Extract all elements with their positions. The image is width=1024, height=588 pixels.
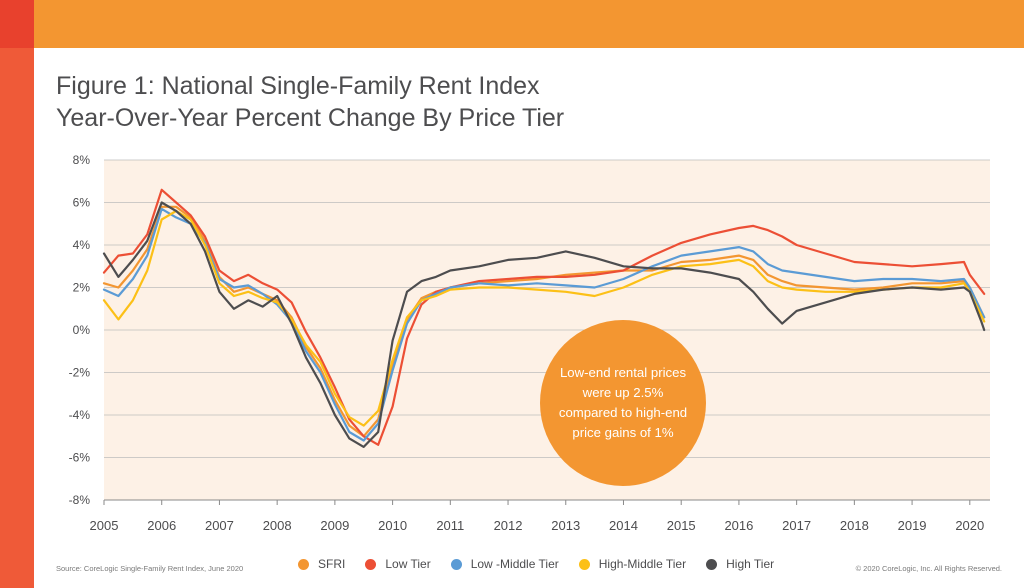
legend-item-low-middle-tier: Low -Middle Tier [450, 557, 559, 571]
x-tick-label: 2014 [609, 518, 638, 533]
x-tick-label: 2011 [436, 518, 464, 533]
x-tick-label: 2017 [782, 518, 811, 533]
y-tick-label: 6% [73, 196, 91, 210]
y-tick-label: -2% [69, 366, 91, 380]
legend-swatch [578, 558, 590, 570]
header-bar [0, 0, 1024, 48]
x-tick-label: 2007 [205, 518, 234, 533]
x-tick-label: 2009 [320, 518, 349, 533]
x-tick-label: 2016 [724, 518, 753, 533]
x-tick-label: 2005 [90, 518, 119, 533]
y-tick-label: 2% [73, 281, 91, 295]
x-tick-label: 2008 [263, 518, 292, 533]
annotation-callout: Low-end rental prices were up 2.5% compa… [540, 320, 706, 486]
source-note: Source: CoreLogic Single-Family Rent Ind… [56, 564, 244, 573]
y-tick-label: 8% [73, 153, 91, 167]
x-tick-label: 2020 [955, 518, 984, 533]
series-line-high-tier [102, 201, 986, 448]
x-tick-label: 2019 [898, 518, 927, 533]
legend-item-high-middle-tier: High-Middle Tier [578, 557, 687, 571]
legend-label: High Tier [726, 557, 775, 571]
legend-label: Low Tier [385, 557, 431, 571]
legend-swatch [450, 558, 462, 570]
annotation-text: Low-end rental prices were up 2.5% compa… [558, 365, 688, 440]
y-tick-label: -4% [69, 408, 91, 422]
legend-item-high-tier: High Tier [706, 557, 774, 571]
chart-title: Figure 1: National Single-Family Rent In… [56, 70, 564, 134]
x-tick-label: 2012 [494, 518, 523, 533]
copyright-note: © 2020 CoreLogic, Inc. All Rights Reserv… [855, 564, 1002, 573]
x-tick-label: 2006 [147, 518, 176, 533]
x-tick-label: 2018 [840, 518, 869, 533]
series-line-high-middle-tier [102, 209, 986, 427]
legend-item-sfri: SFRI [298, 557, 345, 571]
y-tick-label: -8% [69, 493, 91, 507]
x-tick-label: 2013 [551, 518, 580, 533]
legend-label: SFRI [318, 557, 346, 571]
legend-item-low-tier: Low Tier [365, 557, 431, 571]
chart-legend: SFRI Low Tier Low -Middle Tier High-Middle … [298, 554, 774, 574]
y-tick-label: 4% [73, 238, 91, 252]
y-tick-label: 0% [73, 323, 91, 337]
x-tick-label: 2010 [378, 518, 407, 533]
legend-swatch [365, 558, 377, 570]
legend-swatch [706, 558, 718, 570]
corner-accent [0, 0, 34, 48]
chart-title-line-2: Year-Over-Year Percent Change By Price T… [56, 104, 565, 132]
legend-label: Low -Middle Tier [470, 557, 559, 571]
series-line-low-middle-tier [102, 207, 986, 442]
chart-title-line-1: Figure 1: National Single-Family Rent In… [56, 72, 540, 100]
series-line-low-tier [102, 188, 986, 446]
legend-swatch [298, 558, 309, 570]
x-tick-label: 2015 [667, 518, 696, 533]
y-tick-label: -6% [69, 451, 91, 465]
side-accent-bar [0, 0, 34, 588]
legend-label: High-Middle Tier [598, 557, 687, 571]
